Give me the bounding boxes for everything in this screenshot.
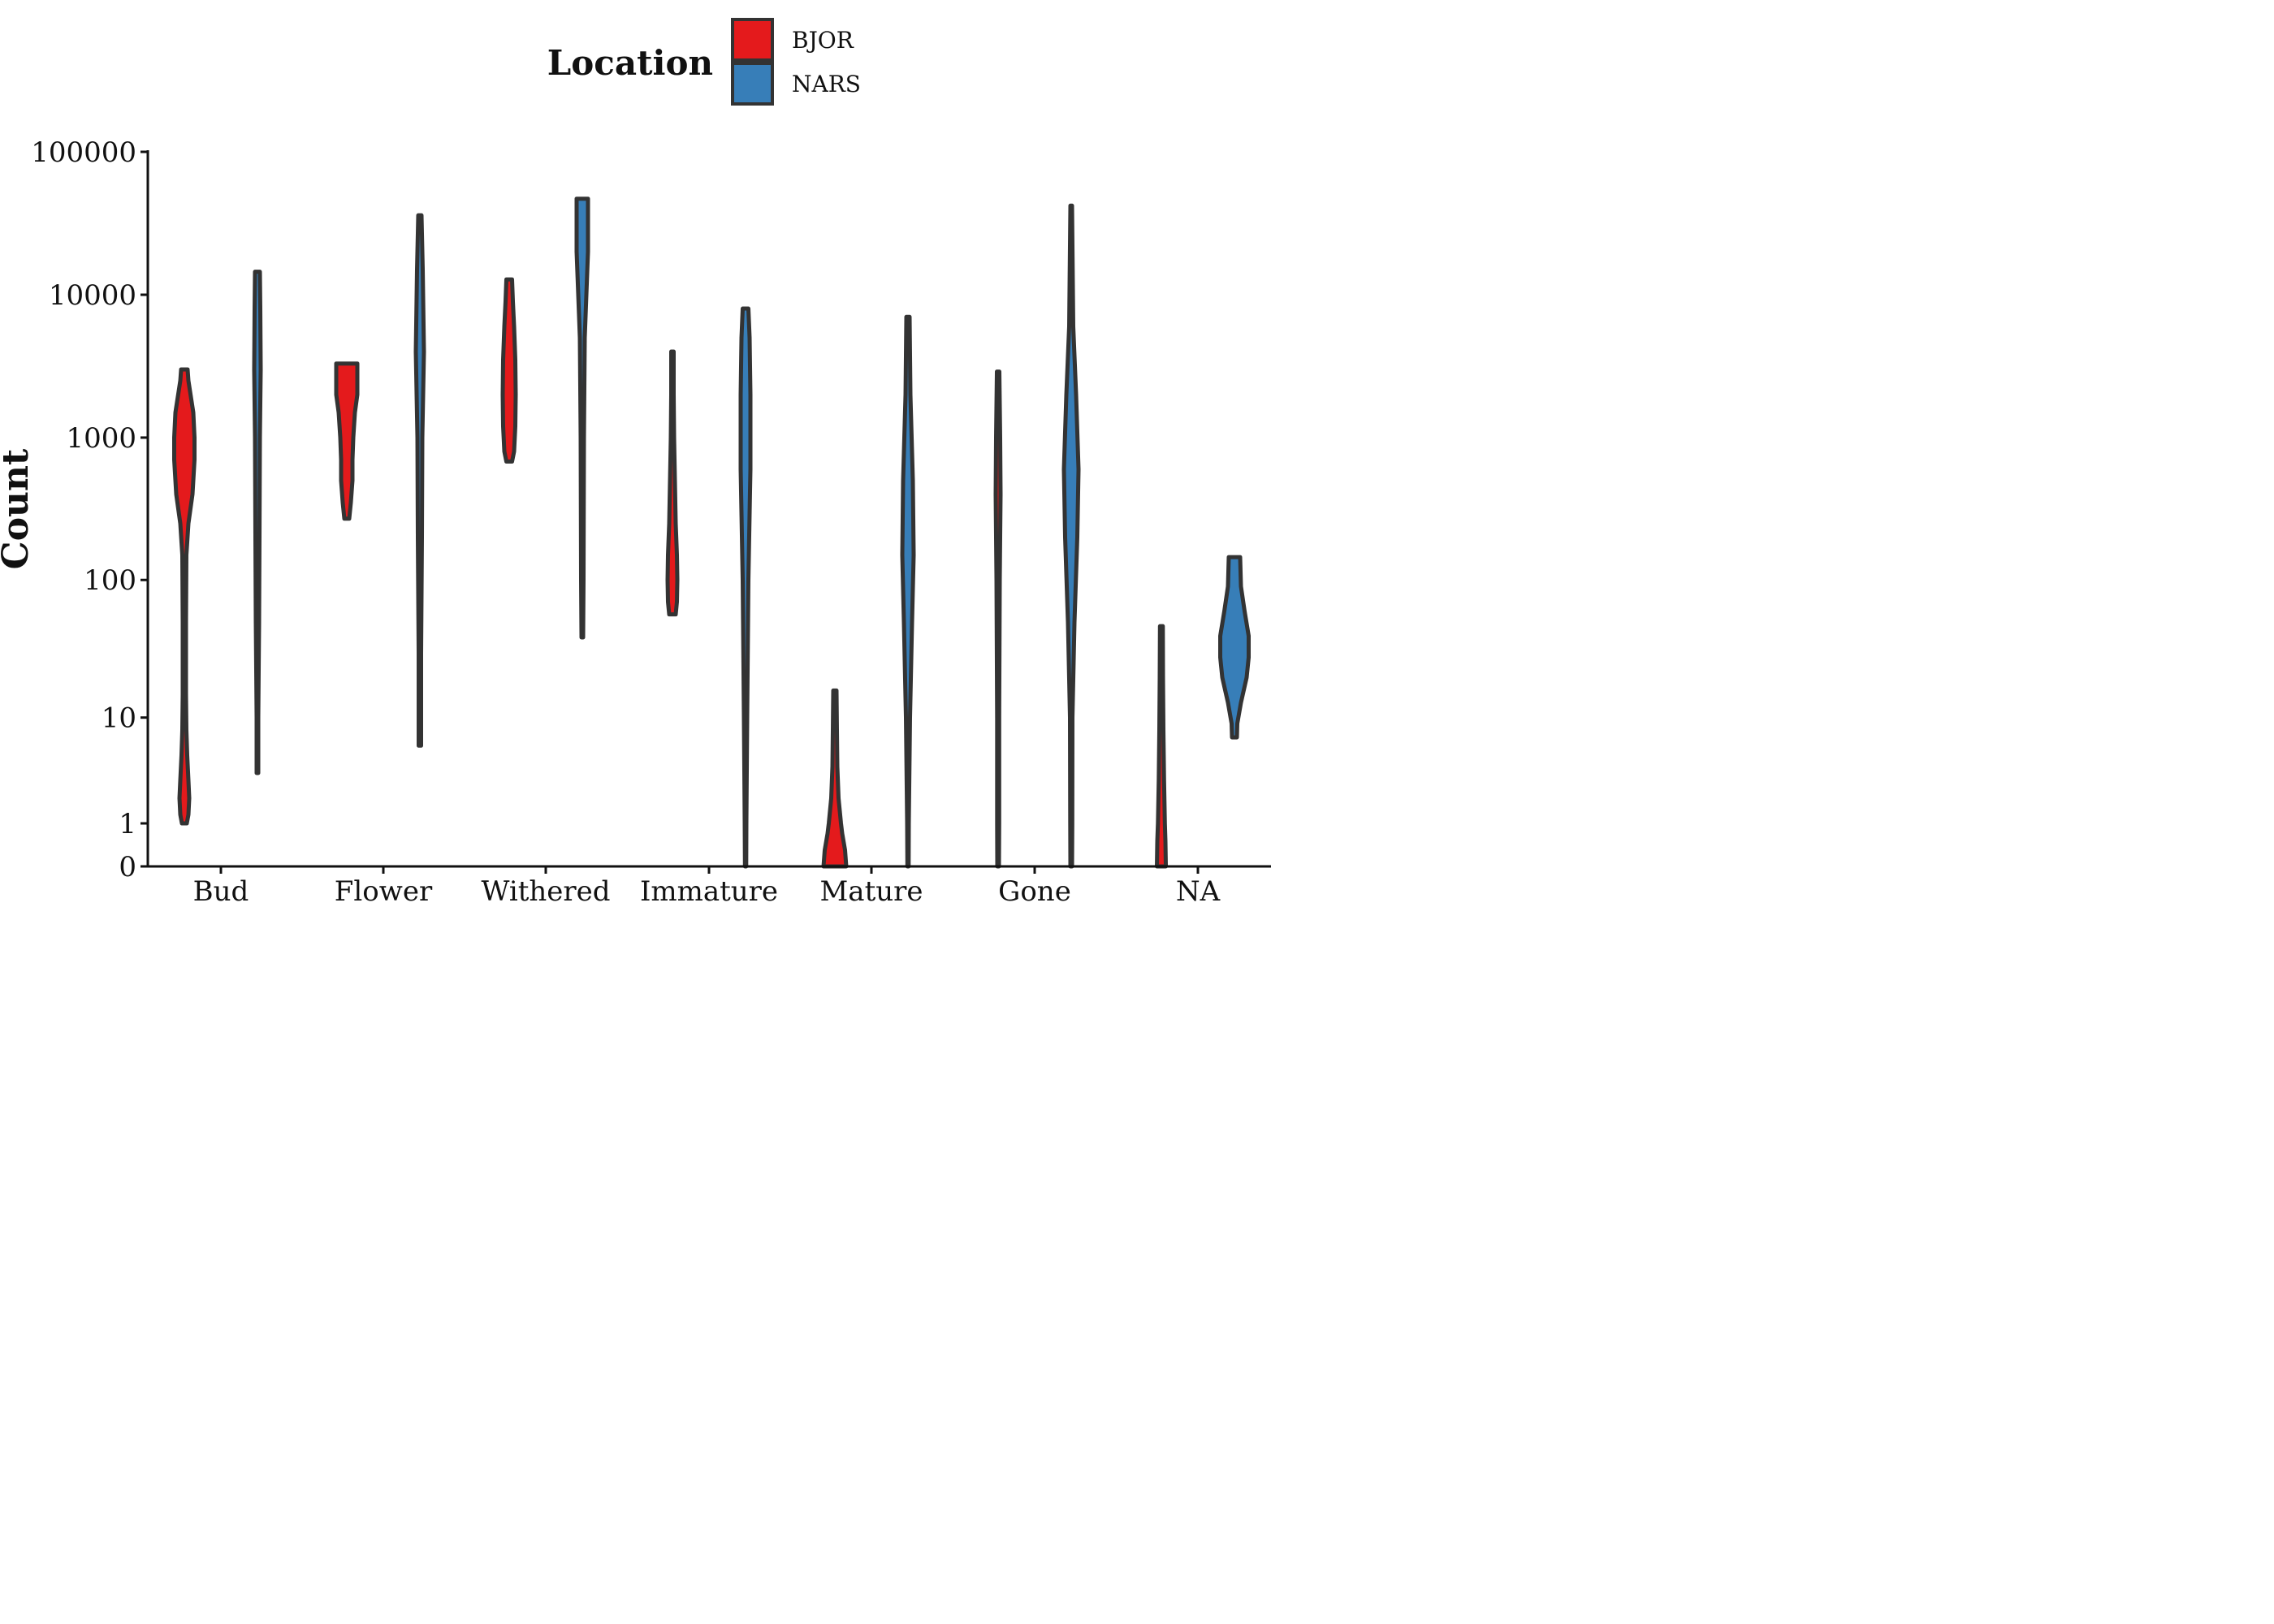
x-tick-label: NA [1176,875,1221,908]
y-tick-label: 10000 [49,279,136,312]
violin-bjor-bud [172,367,197,826]
violin-nars-gone [1061,203,1081,869]
violin-bjor-mature [821,688,849,869]
violin-bjor-flower [334,361,360,521]
axes: 0 1 10 100 1000 10000 100000 Bud Flower Withered… [31,136,1271,908]
y-axis-title: Count [0,448,37,569]
violin-nars-mature [900,314,916,869]
y-tick-label: 1000 [66,422,136,455]
y-tick-label: 10 [102,702,136,735]
legend-label-bjor: BJOR [792,27,854,54]
x-tick-label: Gone [998,875,1071,908]
violin-bjor-na [1155,624,1168,869]
y-tick-label: 100 [84,564,136,597]
violin-nars-immature [738,306,753,869]
legend-swatch-bjor [731,18,774,62]
x-tick-label: Withered [481,875,610,908]
x-tick-label: Immature [640,875,778,908]
violin-nars-flower [413,213,426,748]
violin-bjor-gone [993,369,1003,869]
y-tick-label: 100000 [31,136,136,169]
violin-nars-bud [252,270,263,775]
x-tick-label: Flower [335,875,433,908]
legend: Location BJOR NARS [547,18,861,106]
y-tick-label: 1 [119,808,136,840]
violin-nars-na [1218,555,1251,740]
x-tick-label: Mature [819,875,923,908]
violin-chart: Location BJOR NARS Count 0 1 10 100 1000 10000… [0,18,1271,908]
legend-title: Location [547,43,713,83]
violins-layer [172,197,1251,869]
violin-bjor-withered [500,277,518,464]
violin-nars-withered [574,197,590,640]
legend-label-nars: NARS [792,71,861,97]
x-tick-label: Bud [193,875,249,908]
y-tick-label: 0 [119,851,136,883]
violin-bjor-immature [665,349,680,617]
legend-swatch-nars [731,62,774,106]
